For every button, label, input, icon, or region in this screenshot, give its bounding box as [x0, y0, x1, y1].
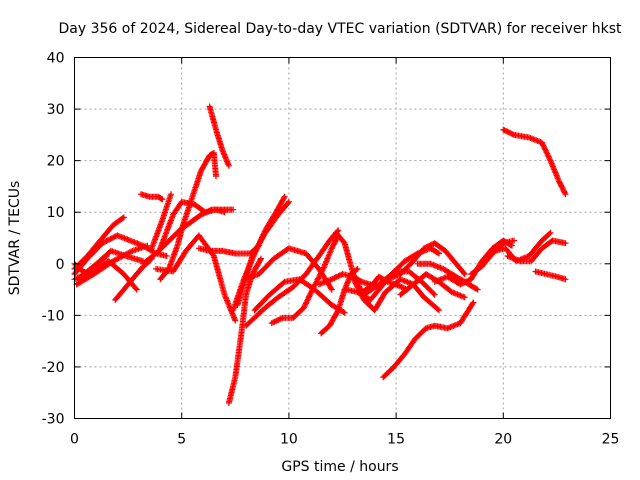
data-markers [504, 237, 569, 265]
y-tick-label: 10 [47, 205, 65, 221]
y-tick-label: -30 [42, 412, 65, 428]
y-axis-label: SDTVAR / TECUs [7, 181, 23, 296]
data-markers [77, 253, 110, 280]
series-track-17 [234, 198, 292, 308]
y-tick-label: -10 [42, 308, 65, 324]
x-axis-label: GPS time / hours [281, 459, 398, 475]
data-markers [384, 240, 468, 283]
series-track-39 [77, 253, 110, 280]
y-tick-label: 20 [47, 154, 65, 170]
data-markers [206, 103, 232, 169]
series-track-08 [148, 191, 174, 252]
x-tick-label: 10 [280, 432, 298, 448]
series-track-15 [225, 255, 264, 406]
series-track-36 [500, 126, 569, 198]
data-markers [138, 191, 166, 203]
series-track-19 [240, 245, 335, 293]
series-layer [71, 103, 569, 406]
series-track-37 [532, 268, 569, 283]
data-markers [157, 149, 219, 283]
series-track-12 [153, 232, 239, 324]
series-track-21 [268, 232, 342, 327]
x-tick-label: 15 [387, 432, 405, 448]
data-markers [225, 255, 264, 406]
series-track-35 [504, 237, 569, 265]
series-track-27 [380, 299, 477, 381]
ticks [74, 57, 611, 419]
y-tick-label: -20 [42, 360, 65, 376]
series-track-07 [138, 191, 166, 203]
x-tick-label: 20 [494, 432, 512, 448]
x-tick-label: 25 [602, 432, 620, 448]
series-track-13 [206, 103, 232, 169]
data-markers [251, 276, 348, 316]
series-track-10 [157, 198, 228, 252]
x-tick-label: 5 [177, 432, 186, 448]
series-track-11 [157, 149, 219, 283]
data-markers [240, 245, 335, 293]
tick-labels: 0 5 10 15 20 25 -30 -20 -10 0 10 20 30 40 [42, 51, 620, 448]
y-tick-label: 30 [47, 102, 65, 118]
series-track-26 [348, 271, 442, 314]
grid [74, 57, 611, 419]
data-markers [157, 198, 228, 252]
data-markers [532, 268, 569, 283]
data-markers [500, 126, 569, 198]
data-markers [268, 232, 342, 327]
data-markers [148, 191, 174, 252]
series-track-20 [251, 276, 348, 316]
chart-title: Day 356 of 2024, Sidereal Day-to-day VTE… [59, 21, 622, 37]
y-tick-label: 0 [56, 257, 65, 273]
x-tick-label: 0 [70, 432, 79, 448]
y-tick-label: 40 [47, 51, 65, 67]
data-markers [153, 232, 239, 324]
data-markers [234, 198, 292, 308]
data-markers [380, 299, 477, 381]
data-markers [348, 271, 442, 314]
plot-frame [74, 57, 611, 419]
series-track-29 [384, 240, 468, 283]
